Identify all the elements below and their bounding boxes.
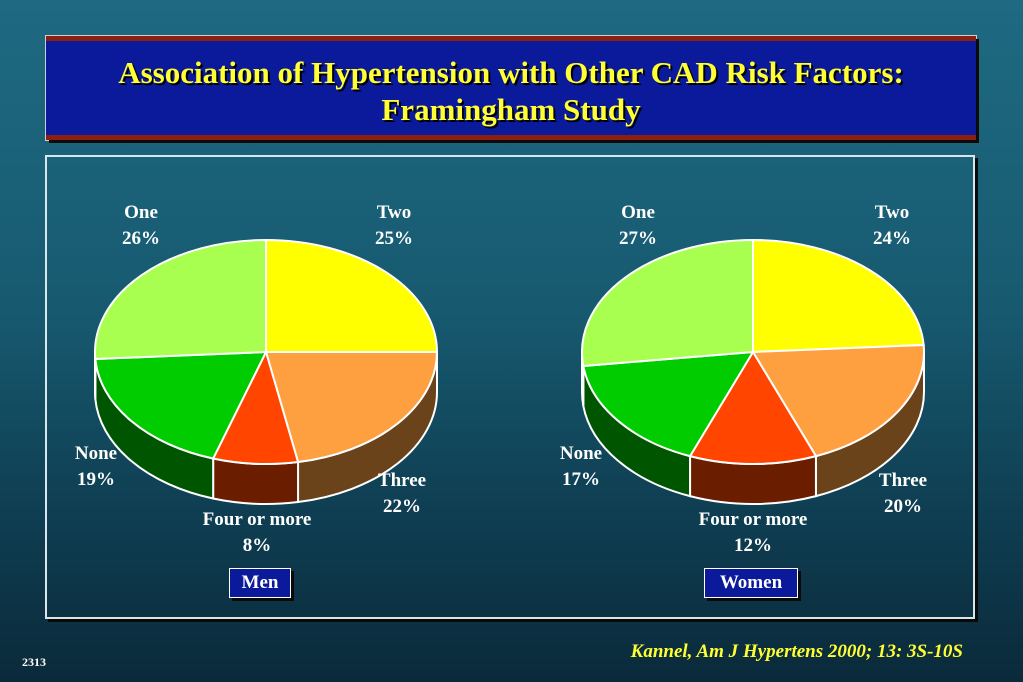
slice-label-three: Three <box>378 470 426 491</box>
slice-value-four-or-more: 8% <box>243 535 272 556</box>
title-line-2: Framingham Study <box>381 92 641 127</box>
pie-slice-one <box>581 238 754 368</box>
slice-label-three: Three <box>879 470 927 491</box>
slice-value-two: 25% <box>375 228 413 249</box>
pie-slice-two <box>265 238 439 353</box>
women-caption: Women <box>704 568 798 598</box>
slice-label-two: Two <box>875 202 909 223</box>
title-line-1: Association of Hypertension with Other C… <box>118 55 904 90</box>
slide-number: 2313 <box>22 655 46 669</box>
pie-slice-none <box>94 350 268 460</box>
slice-label-none: None <box>75 443 117 464</box>
men-caption: Men <box>229 568 291 598</box>
slice-value-four-or-more: 12% <box>734 535 772 556</box>
slice-value-two: 24% <box>873 228 911 249</box>
slice-label-none: None <box>560 443 602 464</box>
pie-slice-none <box>582 350 755 458</box>
slice-label-four-or-more: Four or more <box>203 509 312 530</box>
slice-value-three: 22% <box>383 496 421 517</box>
slice-value-one: 26% <box>122 228 160 249</box>
citation: Kannel, Am J Hypertens 2000; 13: 3S-10S <box>630 641 963 662</box>
slice-value-none: 17% <box>562 469 600 490</box>
pie-men: Two 25% Three 22% Four or more 8% None 19% One 26… <box>75 202 439 556</box>
slice-label-one: One <box>124 202 158 223</box>
slice-label-one: One <box>621 202 655 223</box>
pie-slice-three <box>264 351 439 464</box>
pie-slice-three <box>751 343 925 458</box>
pie-side-four-or-more <box>212 457 300 505</box>
pie-slice-two <box>752 238 925 354</box>
slice-label-four-or-more: Four or more <box>699 509 808 530</box>
slice-value-one: 27% <box>619 228 657 249</box>
chart-panel <box>45 155 975 619</box>
slice-label-two: Two <box>377 202 411 223</box>
pie-slice-one <box>94 238 267 361</box>
slice-value-none: 19% <box>77 469 115 490</box>
pie-women: Two 24% Three 20% Four or more 12% None 17% One 2… <box>560 202 927 556</box>
pie-slice-four-or-more <box>688 350 818 465</box>
slice-value-three: 20% <box>884 496 922 517</box>
title-banner: Association of Hypertension with Other C… <box>46 36 976 140</box>
